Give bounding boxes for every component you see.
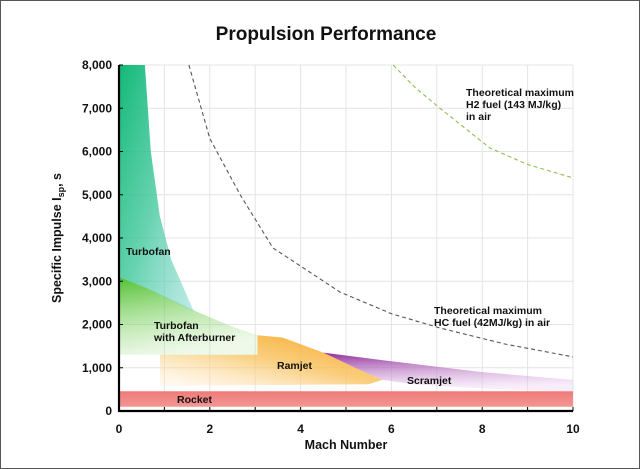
- x-tick-label: 8: [479, 422, 486, 436]
- h2-fuel-max-curve: [392, 64, 574, 179]
- tick-labels: 0 2 4 6 8 10 0 1,000 2,000 3,000 4,000 5,000 6,000 7,…: [82, 58, 580, 436]
- region-turbofan: [119, 65, 194, 312]
- x-axis-label: Mach Number: [305, 438, 388, 452]
- y-axis-label-main: Specific Impulse I: [50, 197, 64, 303]
- x-tick-label: 2: [206, 422, 213, 436]
- region-rocket: [119, 391, 573, 407]
- x-tick-label: 10: [566, 422, 580, 436]
- label-afterburner-line2: with Afterburner: [153, 332, 235, 344]
- x-tick-label: 4: [297, 422, 304, 436]
- y-tick-label: 3,000: [82, 274, 112, 288]
- hc-fuel-max-curve: [188, 64, 574, 358]
- region-turbofan-with-afterburner: [119, 276, 258, 355]
- y-tick-label: 2,000: [82, 318, 112, 332]
- label-turbofan: Turbofan: [126, 246, 171, 258]
- label-afterburner-line1: Turbofan: [154, 320, 199, 332]
- y-axis-label-unit: , s: [50, 173, 64, 187]
- x-tick-label: 0: [116, 422, 123, 436]
- theoretical-curves: [188, 64, 574, 358]
- y-axis-label: Specific Impulse Isp, s: [50, 173, 66, 303]
- y-tick-label: 0: [105, 404, 112, 418]
- regions: [119, 65, 573, 407]
- label-h2-line2: H2 fuel (143 MJ/kg): [466, 99, 561, 111]
- y-tick-label: 7,000: [82, 101, 112, 115]
- label-ramjet: Ramjet: [277, 360, 313, 372]
- y-tick-label: 5,000: [82, 188, 112, 202]
- label-hc-line1: Theoretical maximum: [434, 305, 542, 317]
- chart-title: Propulsion Performance: [216, 24, 437, 45]
- axes: [117, 64, 574, 413]
- y-axis-label-sub: sp: [56, 186, 66, 197]
- label-rocket: Rocket: [177, 394, 213, 406]
- label-scramjet: Scramjet: [407, 375, 452, 387]
- region-ramjet: [159, 335, 383, 386]
- y-tick-label: 4,000: [82, 231, 112, 245]
- y-tick-label: 1,000: [82, 361, 112, 375]
- x-tick-label: 6: [388, 422, 395, 436]
- y-tick-label: 8,000: [82, 58, 112, 72]
- label-h2-line3: in air: [466, 111, 491, 123]
- region-scramjet: [323, 352, 573, 392]
- label-h2-line1: Theoretical maximum: [466, 87, 574, 99]
- label-hc-line2: HC fuel (42MJ/kg) in air: [434, 317, 550, 329]
- y-tick-label: 6,000: [82, 145, 112, 159]
